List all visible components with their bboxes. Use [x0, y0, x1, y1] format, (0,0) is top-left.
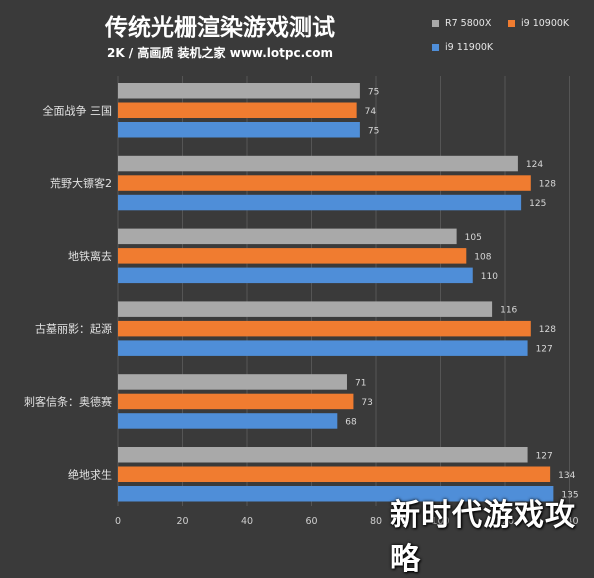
bar [118, 393, 354, 410]
bar [118, 413, 338, 429]
bar-value-label: 127 [536, 345, 553, 355]
bar-value-label: 68 [345, 417, 357, 427]
bar-value-label: 75 [368, 87, 379, 97]
watermark: 新时代游戏攻略 [390, 498, 576, 577]
x-tick-label: 80 [370, 516, 382, 527]
bar-value-label: 110 [481, 272, 498, 282]
bar [118, 102, 357, 118]
legend-label: i9 11900K [445, 41, 494, 53]
bar [118, 248, 467, 264]
bar [118, 194, 522, 211]
bar [118, 175, 531, 191]
chart: 传统光栅渲染游戏测试 2K / 高画质 装机之家 www.lotpc.com R… [24, 14, 592, 577]
category-label: 古墓丽影：起源 [35, 322, 112, 336]
bar-value-label: 128 [539, 180, 556, 190]
plot-area: 0 20 40 60 80 100 120 140 75 74 75 全面战争 三国 124 128 125… [24, 76, 579, 527]
legend: R7 5800X i9 10900K i9 11900K [432, 14, 592, 56]
bar-value-label: 105 [465, 233, 482, 243]
category-label: 荒野大镖客2 [50, 176, 112, 190]
legend-swatch [432, 19, 439, 27]
category-label: 刺客信条：奥德赛 [24, 394, 112, 408]
x-tick-label: 120 [496, 516, 514, 527]
x-tick-label: 140 [560, 516, 578, 527]
bar-value-label: 108 [474, 252, 491, 262]
chart-title: 传统光栅渲染游戏测试 [105, 15, 335, 41]
bar [118, 466, 551, 482]
bar-value-label: 73 [361, 398, 372, 408]
bar-value-label: 128 [539, 325, 556, 335]
bar-value-label: 125 [529, 199, 546, 209]
bar-value-label: 116 [500, 306, 517, 316]
category-label: 绝地求生 [68, 467, 112, 481]
x-tick-label: 60 [305, 516, 317, 527]
chart-subtitle: 2K / 高画质 装机之家 www.lotpc.com [106, 46, 333, 60]
bar-value-label: 135 [561, 490, 578, 500]
legend-item-r7-5800x: R7 5800X [432, 14, 592, 32]
x-tick-label: 100 [431, 516, 449, 527]
bar [118, 320, 531, 337]
bar-value-label: 71 [355, 378, 366, 388]
bar-value-label: 124 [526, 160, 543, 170]
legend-swatch [508, 19, 515, 27]
bar [118, 486, 554, 502]
legend-item-i9-10900k: i9 10900K [508, 14, 569, 32]
category-label: 地铁离去 [68, 249, 112, 263]
legend-swatch [432, 43, 439, 51]
bar [118, 122, 360, 138]
legend-label: i9 10900K [521, 17, 570, 29]
category-label: 全面战争 三国 [43, 103, 113, 117]
legend-item-i9-11900k: i9 11900K [432, 38, 592, 56]
bar [118, 83, 360, 99]
x-tick-label: 40 [241, 516, 253, 527]
bar [118, 301, 493, 317]
bar [118, 267, 473, 284]
bar [118, 374, 347, 390]
x-tick-label: 0 [115, 516, 121, 527]
bar [118, 340, 528, 356]
bar [118, 447, 528, 463]
bar-value-label: 134 [558, 471, 575, 481]
bar-value-label: 127 [536, 451, 553, 461]
bar-value-label: 75 [368, 126, 379, 136]
bar-value-label: 74 [365, 107, 377, 117]
x-tick-label: 20 [176, 516, 188, 527]
legend-label: R7 5800X [445, 17, 492, 29]
bar [118, 155, 518, 172]
bar [118, 228, 457, 245]
